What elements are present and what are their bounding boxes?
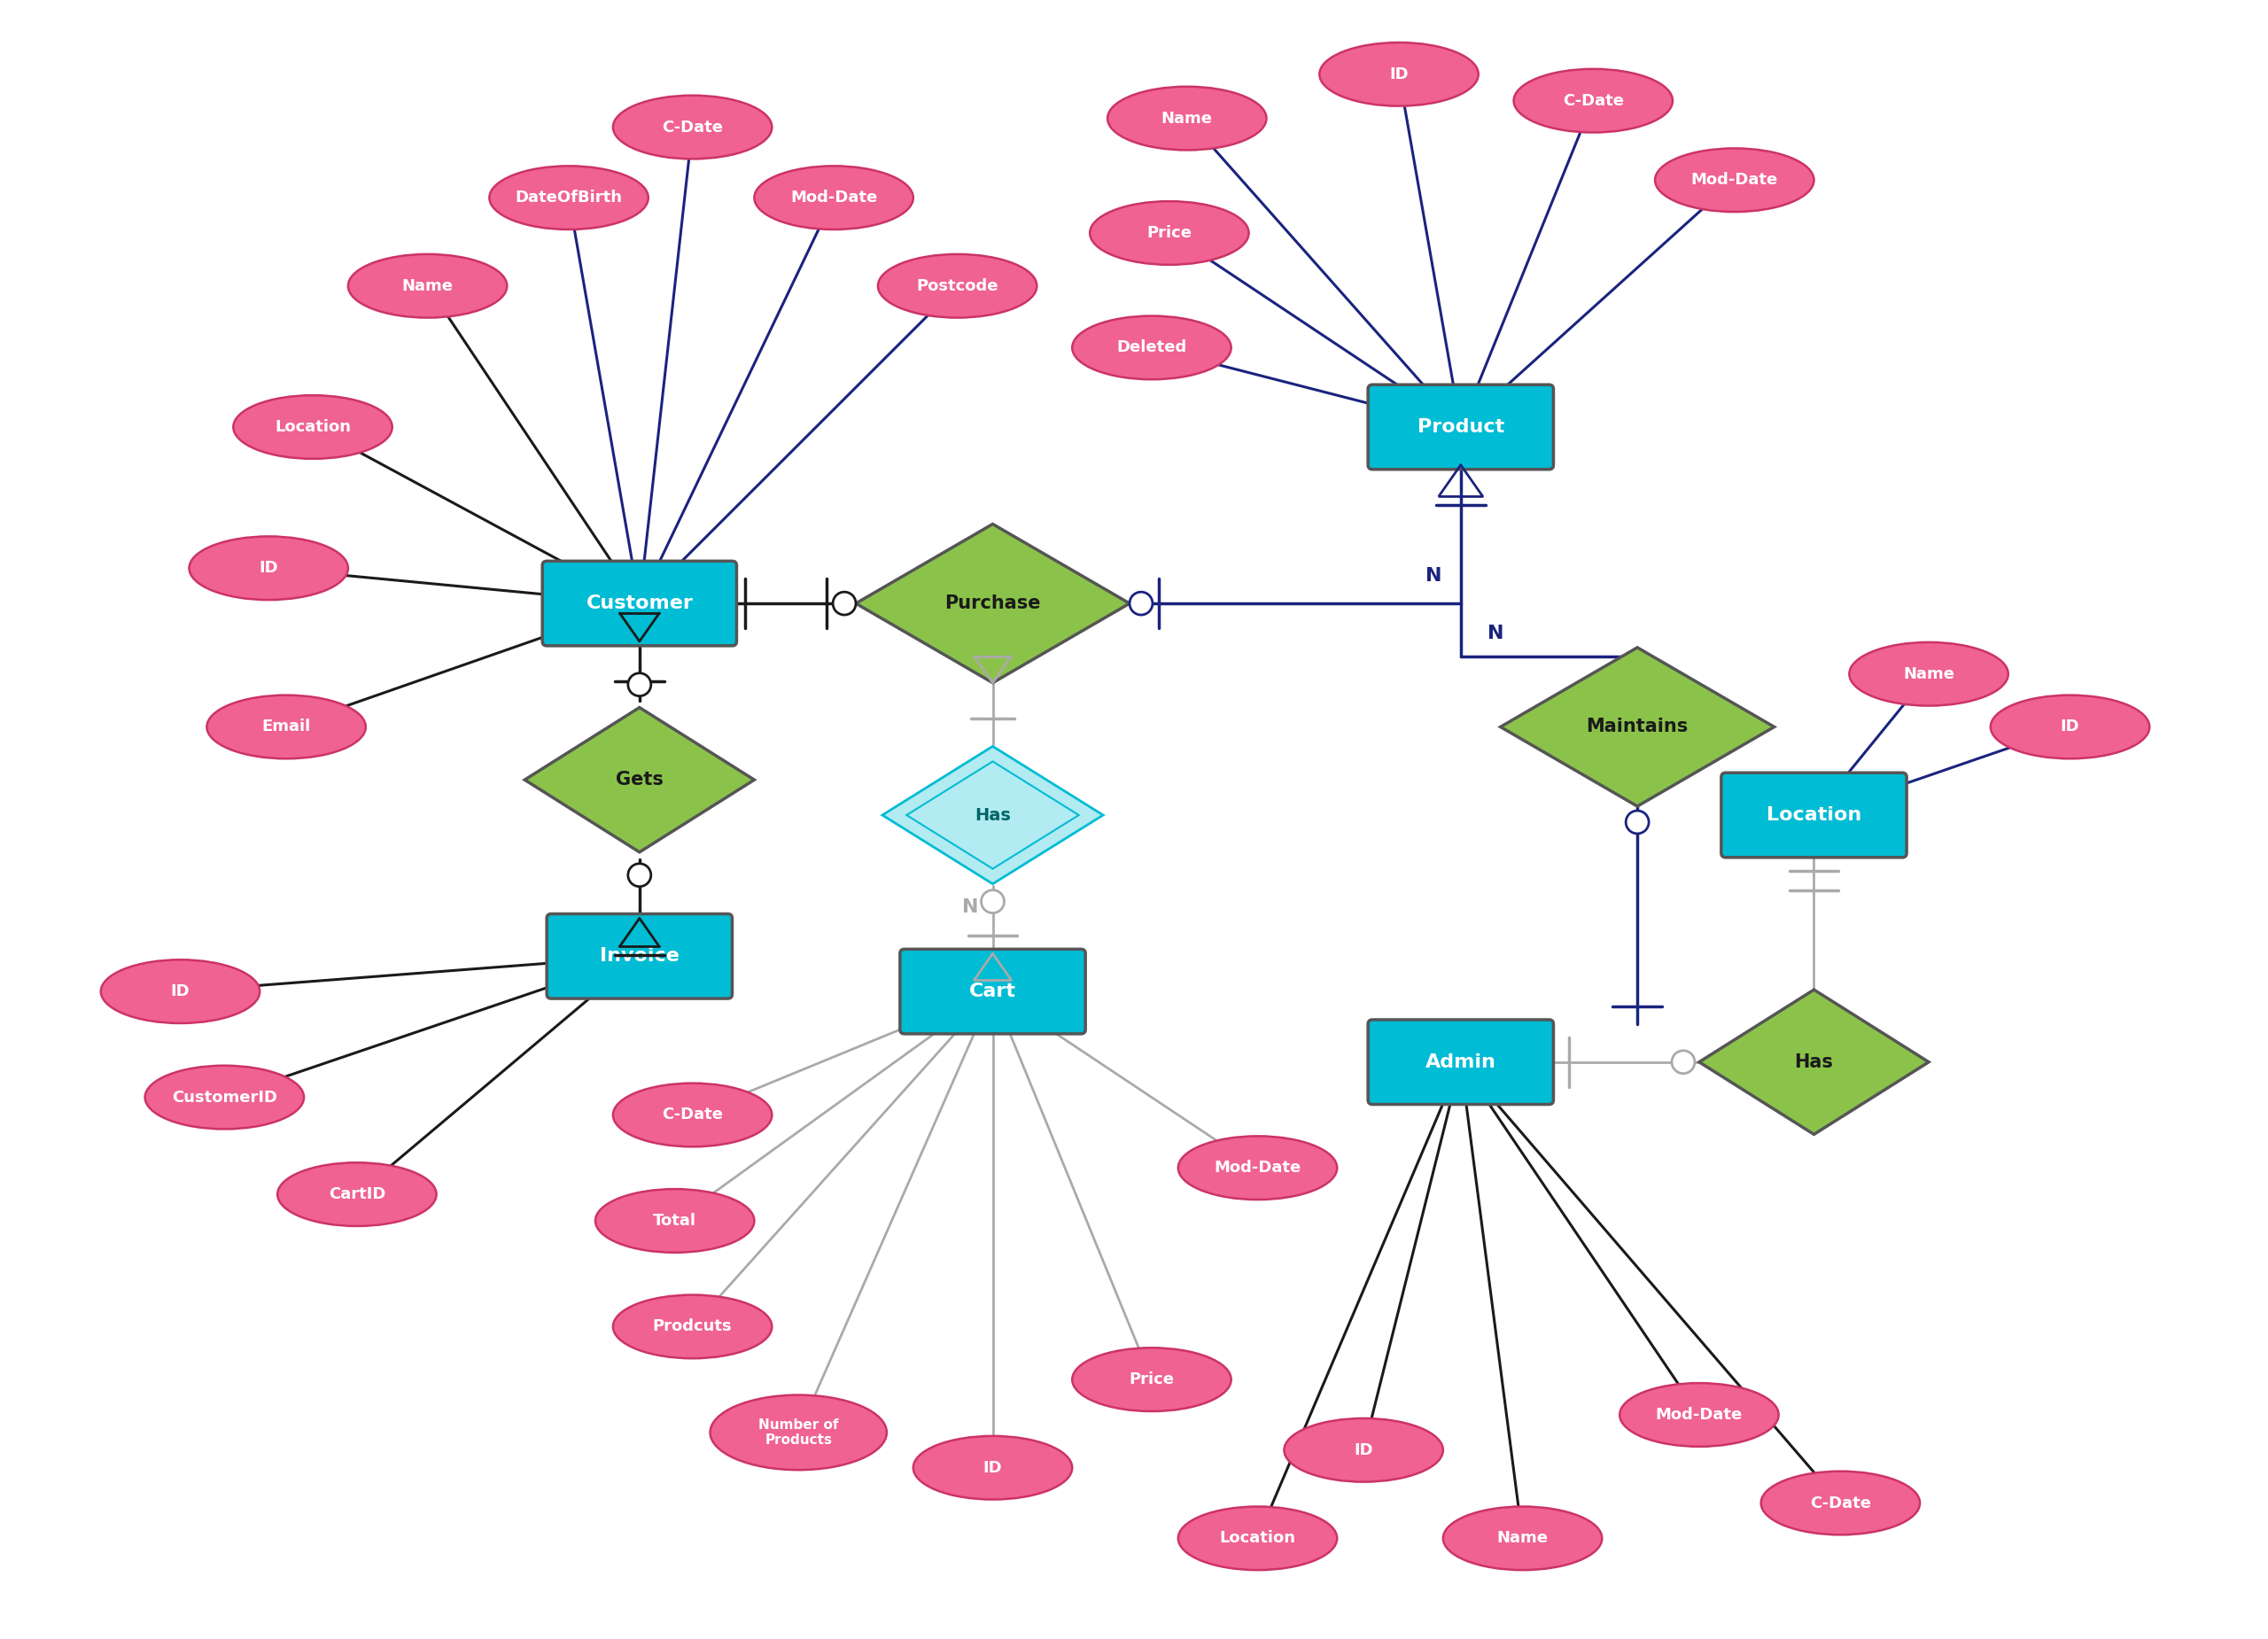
Ellipse shape <box>710 1395 887 1470</box>
Text: DateOfBirth: DateOfBirth <box>515 190 621 207</box>
Text: Mod-Date: Mod-Date <box>1213 1160 1302 1175</box>
Text: CartID: CartID <box>329 1187 386 1203</box>
Text: Gets: Gets <box>615 770 662 788</box>
Ellipse shape <box>914 1436 1073 1500</box>
Text: C-Date: C-Date <box>1563 93 1624 108</box>
Ellipse shape <box>612 1083 771 1147</box>
Text: C-Date: C-Date <box>662 1106 723 1123</box>
Ellipse shape <box>612 95 771 159</box>
Ellipse shape <box>1091 202 1250 266</box>
Text: Invoice: Invoice <box>599 947 680 965</box>
Ellipse shape <box>1284 1418 1442 1482</box>
Ellipse shape <box>1320 43 1479 107</box>
Ellipse shape <box>1991 695 2150 759</box>
Text: Has: Has <box>975 806 1012 823</box>
Text: Location: Location <box>1767 806 1862 824</box>
Circle shape <box>982 890 1005 913</box>
Text: Product: Product <box>1418 418 1504 436</box>
Text: ID: ID <box>2059 720 2080 734</box>
Text: Total: Total <box>653 1213 696 1229</box>
Circle shape <box>628 674 651 697</box>
Text: ID: ID <box>259 561 279 577</box>
Text: Admin: Admin <box>1424 1054 1497 1070</box>
Ellipse shape <box>188 536 347 600</box>
Ellipse shape <box>490 166 649 229</box>
FancyBboxPatch shape <box>1368 1019 1554 1105</box>
FancyBboxPatch shape <box>900 949 1086 1034</box>
Text: Postcode: Postcode <box>916 279 998 293</box>
Circle shape <box>832 592 855 615</box>
Ellipse shape <box>1513 69 1674 133</box>
Ellipse shape <box>1107 87 1266 151</box>
Ellipse shape <box>206 695 365 759</box>
Ellipse shape <box>1442 1506 1601 1570</box>
Text: Email: Email <box>261 720 311 734</box>
Polygon shape <box>882 746 1102 883</box>
Text: ID: ID <box>170 983 191 1000</box>
Polygon shape <box>855 524 1129 683</box>
Text: Location: Location <box>274 420 352 434</box>
Polygon shape <box>524 708 755 852</box>
Ellipse shape <box>100 960 261 1023</box>
Text: Maintains: Maintains <box>1585 718 1687 736</box>
FancyBboxPatch shape <box>1368 385 1554 469</box>
Circle shape <box>1129 592 1152 615</box>
Circle shape <box>1626 811 1649 834</box>
Polygon shape <box>1699 990 1928 1134</box>
Ellipse shape <box>277 1162 435 1226</box>
FancyBboxPatch shape <box>547 915 733 998</box>
Text: N: N <box>962 898 978 916</box>
Text: Price: Price <box>1148 225 1193 241</box>
Text: Prodcuts: Prodcuts <box>653 1319 733 1334</box>
Ellipse shape <box>755 166 914 229</box>
Text: Customer: Customer <box>585 595 694 613</box>
Text: ID: ID <box>982 1460 1002 1475</box>
Text: Mod-Date: Mod-Date <box>789 190 878 207</box>
Text: C-Date: C-Date <box>662 120 723 134</box>
Text: CustomerID: CustomerID <box>172 1090 277 1105</box>
Text: Purchase: Purchase <box>946 595 1041 613</box>
Ellipse shape <box>1073 316 1232 379</box>
Circle shape <box>1672 1051 1694 1074</box>
Ellipse shape <box>1177 1506 1338 1570</box>
FancyBboxPatch shape <box>542 561 737 646</box>
Text: Has: Has <box>1794 1054 1833 1070</box>
Ellipse shape <box>1848 642 2007 706</box>
Ellipse shape <box>145 1065 304 1129</box>
Ellipse shape <box>347 254 508 318</box>
Text: Deleted: Deleted <box>1116 339 1186 356</box>
Ellipse shape <box>1760 1472 1921 1534</box>
Text: Mod-Date: Mod-Date <box>1656 1406 1742 1423</box>
Ellipse shape <box>1177 1136 1338 1200</box>
Ellipse shape <box>1656 149 1814 211</box>
Ellipse shape <box>594 1188 755 1252</box>
Polygon shape <box>1501 647 1774 806</box>
Text: Name: Name <box>401 279 454 293</box>
Text: Name: Name <box>1903 665 1955 682</box>
Ellipse shape <box>612 1295 771 1359</box>
Circle shape <box>628 864 651 887</box>
Polygon shape <box>907 762 1080 869</box>
Text: N: N <box>1488 624 1504 642</box>
Ellipse shape <box>1073 1347 1232 1411</box>
Text: Mod-Date: Mod-Date <box>1692 172 1778 188</box>
Text: N: N <box>1424 567 1442 585</box>
Text: ID: ID <box>1390 66 1408 82</box>
Text: C-Date: C-Date <box>1810 1495 1871 1511</box>
Ellipse shape <box>1619 1383 1778 1447</box>
Text: Name: Name <box>1497 1531 1549 1546</box>
FancyBboxPatch shape <box>1721 772 1907 857</box>
Ellipse shape <box>234 395 392 459</box>
Text: ID: ID <box>1354 1442 1372 1459</box>
Text: Number of
Products: Number of Products <box>758 1418 839 1447</box>
Ellipse shape <box>878 254 1036 318</box>
Text: Cart: Cart <box>968 983 1016 1000</box>
Text: Location: Location <box>1220 1531 1295 1546</box>
Text: Price: Price <box>1129 1372 1175 1388</box>
Text: Name: Name <box>1161 110 1213 126</box>
